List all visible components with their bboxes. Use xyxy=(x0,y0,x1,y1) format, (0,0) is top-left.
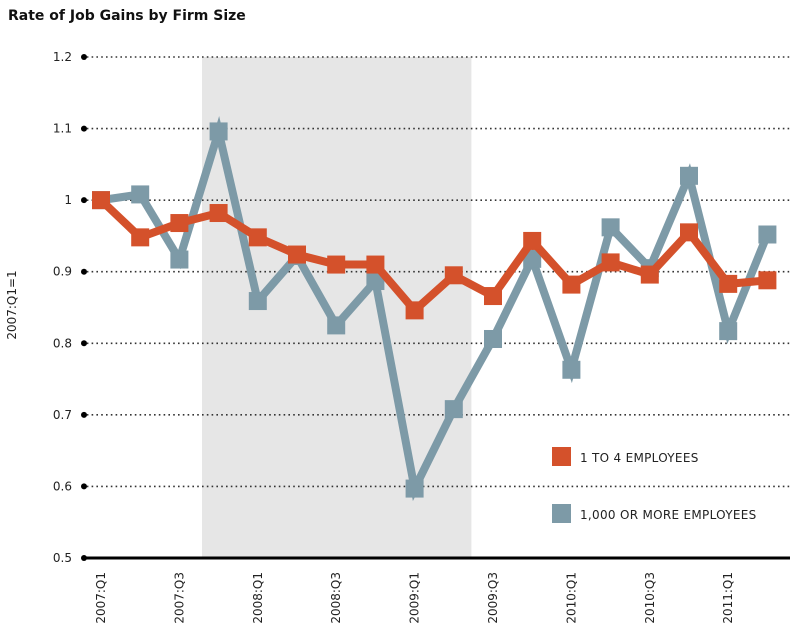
y-tick-mark xyxy=(81,340,87,347)
legend-swatch xyxy=(552,504,571,523)
recession-shade-layer xyxy=(202,57,472,558)
data-point xyxy=(601,253,620,272)
y-tick-label: 0.5 xyxy=(53,551,72,565)
data-point xyxy=(131,228,150,247)
y-tick-label: 0.6 xyxy=(53,479,72,493)
data-point xyxy=(523,249,542,268)
data-point xyxy=(366,255,385,274)
y-tick-label: 0.9 xyxy=(53,265,72,279)
data-point xyxy=(444,400,463,419)
x-tick-label: 2009:Q3 xyxy=(486,572,500,624)
data-point xyxy=(484,287,502,306)
y-axis-title: 2007:Q1=1 xyxy=(5,270,19,339)
data-point xyxy=(170,250,189,269)
y-tick-label: 1.1 xyxy=(53,122,72,136)
data-point xyxy=(405,479,424,498)
data-point xyxy=(248,292,267,311)
data-point xyxy=(170,214,189,233)
y-tick-label: 1 xyxy=(64,193,72,207)
data-point xyxy=(562,275,581,294)
data-point xyxy=(131,185,150,204)
data-point xyxy=(601,218,620,237)
y-tick-mark xyxy=(81,483,87,490)
y-tick-mark xyxy=(81,268,87,275)
data-point xyxy=(719,274,738,293)
data-point xyxy=(92,191,110,210)
data-point xyxy=(209,204,228,223)
x-tick-label: 2009:Q1 xyxy=(408,572,422,624)
legend-label: 1 TO 4 EMPLOYEES xyxy=(580,451,699,465)
data-point xyxy=(523,231,542,250)
x-tick-label: 2007:Q3 xyxy=(172,572,186,624)
data-point xyxy=(719,322,738,341)
legend: 1 TO 4 EMPLOYEES 1,000 OR MORE EMPLOYEES xyxy=(552,447,757,523)
y-tick-mark xyxy=(81,125,87,132)
legend-label: 1,000 OR MORE EMPLOYEES xyxy=(580,508,757,522)
y-tick-mark xyxy=(81,197,87,204)
data-point xyxy=(444,266,463,285)
data-point xyxy=(405,301,424,320)
x-tick-label: 2010:Q3 xyxy=(643,572,657,624)
y-tick-mark xyxy=(81,411,87,418)
data-point xyxy=(484,329,502,348)
axes: 0.5 0.6 0.7 0.8 0.9 1 1.1 1.2 2007:Q1 2007:Q3 2008… xyxy=(53,50,790,624)
y-tick-label: 1.2 xyxy=(53,50,72,64)
legend-swatch xyxy=(552,447,571,466)
recession-shade xyxy=(202,57,472,558)
data-point xyxy=(680,166,698,185)
series-0 xyxy=(92,191,777,320)
data-point xyxy=(327,316,346,335)
y-tick-label: 0.7 xyxy=(53,408,72,422)
data-point xyxy=(680,223,698,242)
x-tick-label: 2007:Q1 xyxy=(94,572,108,624)
data-point xyxy=(209,122,228,141)
data-point xyxy=(288,245,306,264)
y-tick-mark xyxy=(81,54,87,60)
data-point xyxy=(327,255,346,274)
data-point xyxy=(758,225,777,244)
data-point xyxy=(562,360,581,379)
series-layer xyxy=(92,116,777,502)
x-tick-label: 2011:Q1 xyxy=(721,572,735,624)
x-tick-label: 2010:Q1 xyxy=(564,572,578,624)
series-line xyxy=(100,116,772,502)
data-point xyxy=(366,272,385,291)
y-tick-label: 0.8 xyxy=(53,336,72,350)
chart-title: Rate of Job Gains by Firm Size xyxy=(8,8,246,24)
data-point xyxy=(248,228,267,247)
x-tick-label: 2008:Q1 xyxy=(251,572,265,624)
data-point xyxy=(758,271,777,290)
x-tick-label: 2008:Q3 xyxy=(329,572,343,624)
data-point xyxy=(640,265,659,284)
